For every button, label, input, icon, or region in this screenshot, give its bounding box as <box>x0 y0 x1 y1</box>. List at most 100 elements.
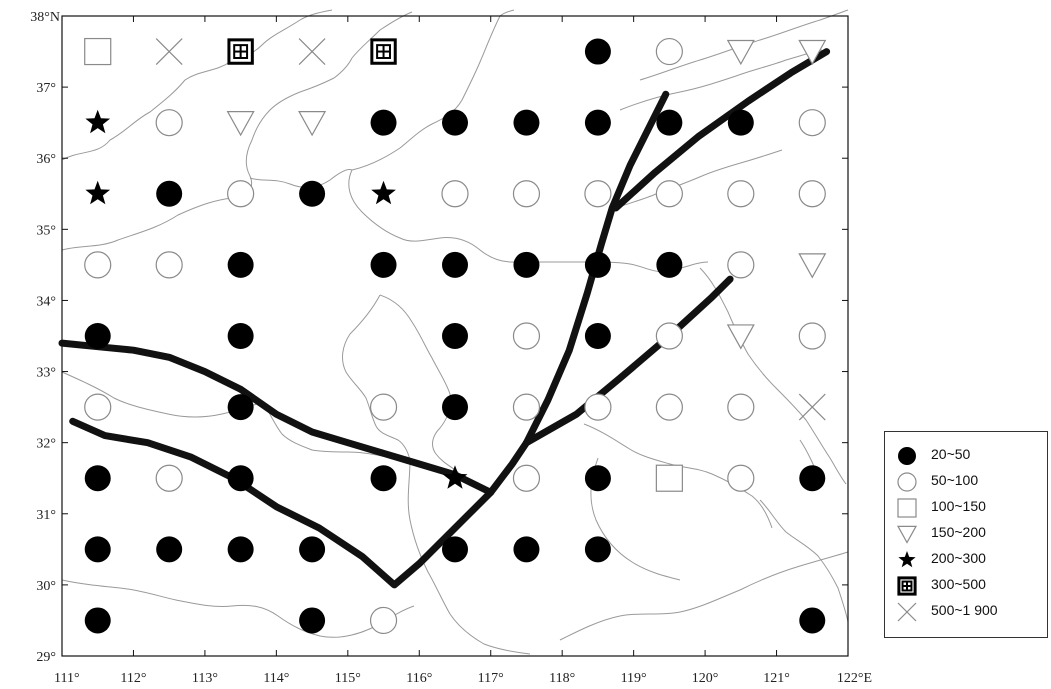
station-cross-marker <box>798 393 826 421</box>
legend-label: 150~200 <box>931 524 986 540</box>
station-filled-circle-marker <box>513 109 540 136</box>
y-tick-label: 36° <box>36 152 56 167</box>
station-filled-circle-marker <box>84 323 111 349</box>
station-open-circle-marker <box>512 393 541 421</box>
boxed-grid-symbol <box>897 576 917 596</box>
station-filled-circle-marker <box>370 109 397 136</box>
station-filled-circle-marker <box>513 536 540 563</box>
star-symbol <box>898 551 916 568</box>
station-filled-circle-marker <box>656 251 683 278</box>
station-filled-circle-marker <box>84 536 111 563</box>
station-filled-circle-marker <box>442 251 468 278</box>
station-star-marker <box>85 109 111 134</box>
legend-item: 100~150 <box>885 494 1045 520</box>
station-filled-circle-marker <box>513 251 540 278</box>
station-open-circle-marker <box>512 180 541 208</box>
x-tick-label: 117° <box>478 671 504 686</box>
station-boxed-grid-marker <box>227 38 254 65</box>
station-filled-circle-marker <box>656 109 683 136</box>
x-tick-label: 120° <box>692 671 719 686</box>
station-filled-circle-marker <box>227 394 254 421</box>
station-filled-circle-marker <box>227 536 254 563</box>
station-filled-circle-marker <box>799 607 826 634</box>
station-open-circle-marker <box>512 322 541 350</box>
station-filled-circle-marker <box>799 465 826 492</box>
station-open-circle-marker <box>584 180 612 208</box>
legend-label: 50~100 <box>931 472 979 488</box>
x-tick-label: 111° <box>54 671 80 686</box>
open-circle-icon <box>897 472 917 492</box>
station-open-circle-marker <box>369 393 398 421</box>
legend-label: 500~1 900 <box>931 602 998 618</box>
y-axis-ticks: 29° 30° 31° 32° 33° 34° 35° 36° 37° 38°N <box>30 10 848 665</box>
fault-line <box>69 417 530 589</box>
station-open-circle-marker <box>155 109 183 137</box>
station-filled-circle-marker <box>370 251 397 278</box>
station-open-triangle-marker <box>298 111 327 137</box>
fault-line <box>523 275 734 447</box>
station-filled-circle-marker <box>442 109 468 136</box>
open-triangle-symbol <box>896 525 918 544</box>
station-open-circle-marker <box>369 606 398 635</box>
y-tick-label: 38°N <box>30 10 60 25</box>
station-boxed-grid-marker <box>370 38 397 65</box>
station-open-circle-marker <box>655 393 683 421</box>
station-star-marker <box>371 180 396 205</box>
legend-label: 300~500 <box>931 576 986 592</box>
station-open-circle-marker <box>584 393 612 421</box>
station-open-circle-marker <box>798 322 826 350</box>
boxed-grid-icon <box>897 576 917 596</box>
legend-item: 150~200 <box>885 520 1045 546</box>
station-filled-circle-marker <box>227 465 254 492</box>
station-star-marker <box>85 180 111 205</box>
station-cross-marker <box>298 38 326 65</box>
cross-icon <box>897 602 917 622</box>
station-open-circle-marker <box>727 180 755 208</box>
legend: 20~50 50~100 100~150 150~200 200~300 300~500 5… <box>884 431 1048 638</box>
station-open-circle-marker <box>655 322 683 350</box>
station-filled-circle-marker <box>156 180 183 207</box>
station-cross-marker <box>155 38 183 65</box>
station-open-triangle-marker <box>226 111 255 137</box>
legend-label: 200~300 <box>931 550 986 566</box>
y-tick-label: 34° <box>36 294 56 309</box>
y-tick-label: 31° <box>36 508 56 523</box>
y-tick-label: 30° <box>36 579 56 594</box>
station-open-circle-marker <box>655 180 683 208</box>
open-square-symbol <box>897 498 917 518</box>
station-open-circle-marker <box>155 464 183 492</box>
legend-item: 20~50 <box>885 442 1045 468</box>
station-filled-circle-marker <box>227 251 254 278</box>
station-open-square-marker <box>84 37 112 66</box>
y-tick-label: 32° <box>36 437 56 452</box>
x-tick-label: 119° <box>621 671 647 686</box>
station-filled-circle-marker <box>156 536 183 563</box>
station-open-circle-marker <box>798 109 826 137</box>
station-filled-circle-marker <box>370 465 397 492</box>
x-tick-label: 115° <box>335 671 361 686</box>
open-square-icon <box>897 498 917 518</box>
station-filled-circle-marker <box>584 323 611 349</box>
x-tick-label: 114° <box>263 671 289 686</box>
star-icon <box>898 551 916 568</box>
station-open-triangle-marker <box>798 253 827 279</box>
y-tick-label: 29° <box>36 650 56 665</box>
legend-item: 300~500 <box>885 572 1045 598</box>
x-tick-label: 113° <box>192 671 218 686</box>
station-open-circle-marker <box>155 251 183 279</box>
station-filled-circle-marker <box>584 536 611 563</box>
y-tick-label: 33° <box>36 366 56 381</box>
filled-circle-icon <box>898 447 916 465</box>
x-axis-ticks: 111° 112° 113° 114° 115° 116° 117° 118° 119° 120°… <box>54 16 872 686</box>
legend-item: 500~1 900 <box>885 598 1045 624</box>
station-filled-circle-marker <box>84 607 111 634</box>
y-tick-label: 37° <box>36 81 56 96</box>
station-open-triangle-marker <box>726 39 755 66</box>
x-tick-label: 122°E <box>837 671 872 686</box>
x-tick-label: 118° <box>549 671 575 686</box>
station-filled-circle-marker <box>584 38 611 65</box>
station-open-circle-marker <box>798 180 826 208</box>
cross-symbol <box>897 602 917 622</box>
legend-item: 200~300 <box>885 546 1045 572</box>
